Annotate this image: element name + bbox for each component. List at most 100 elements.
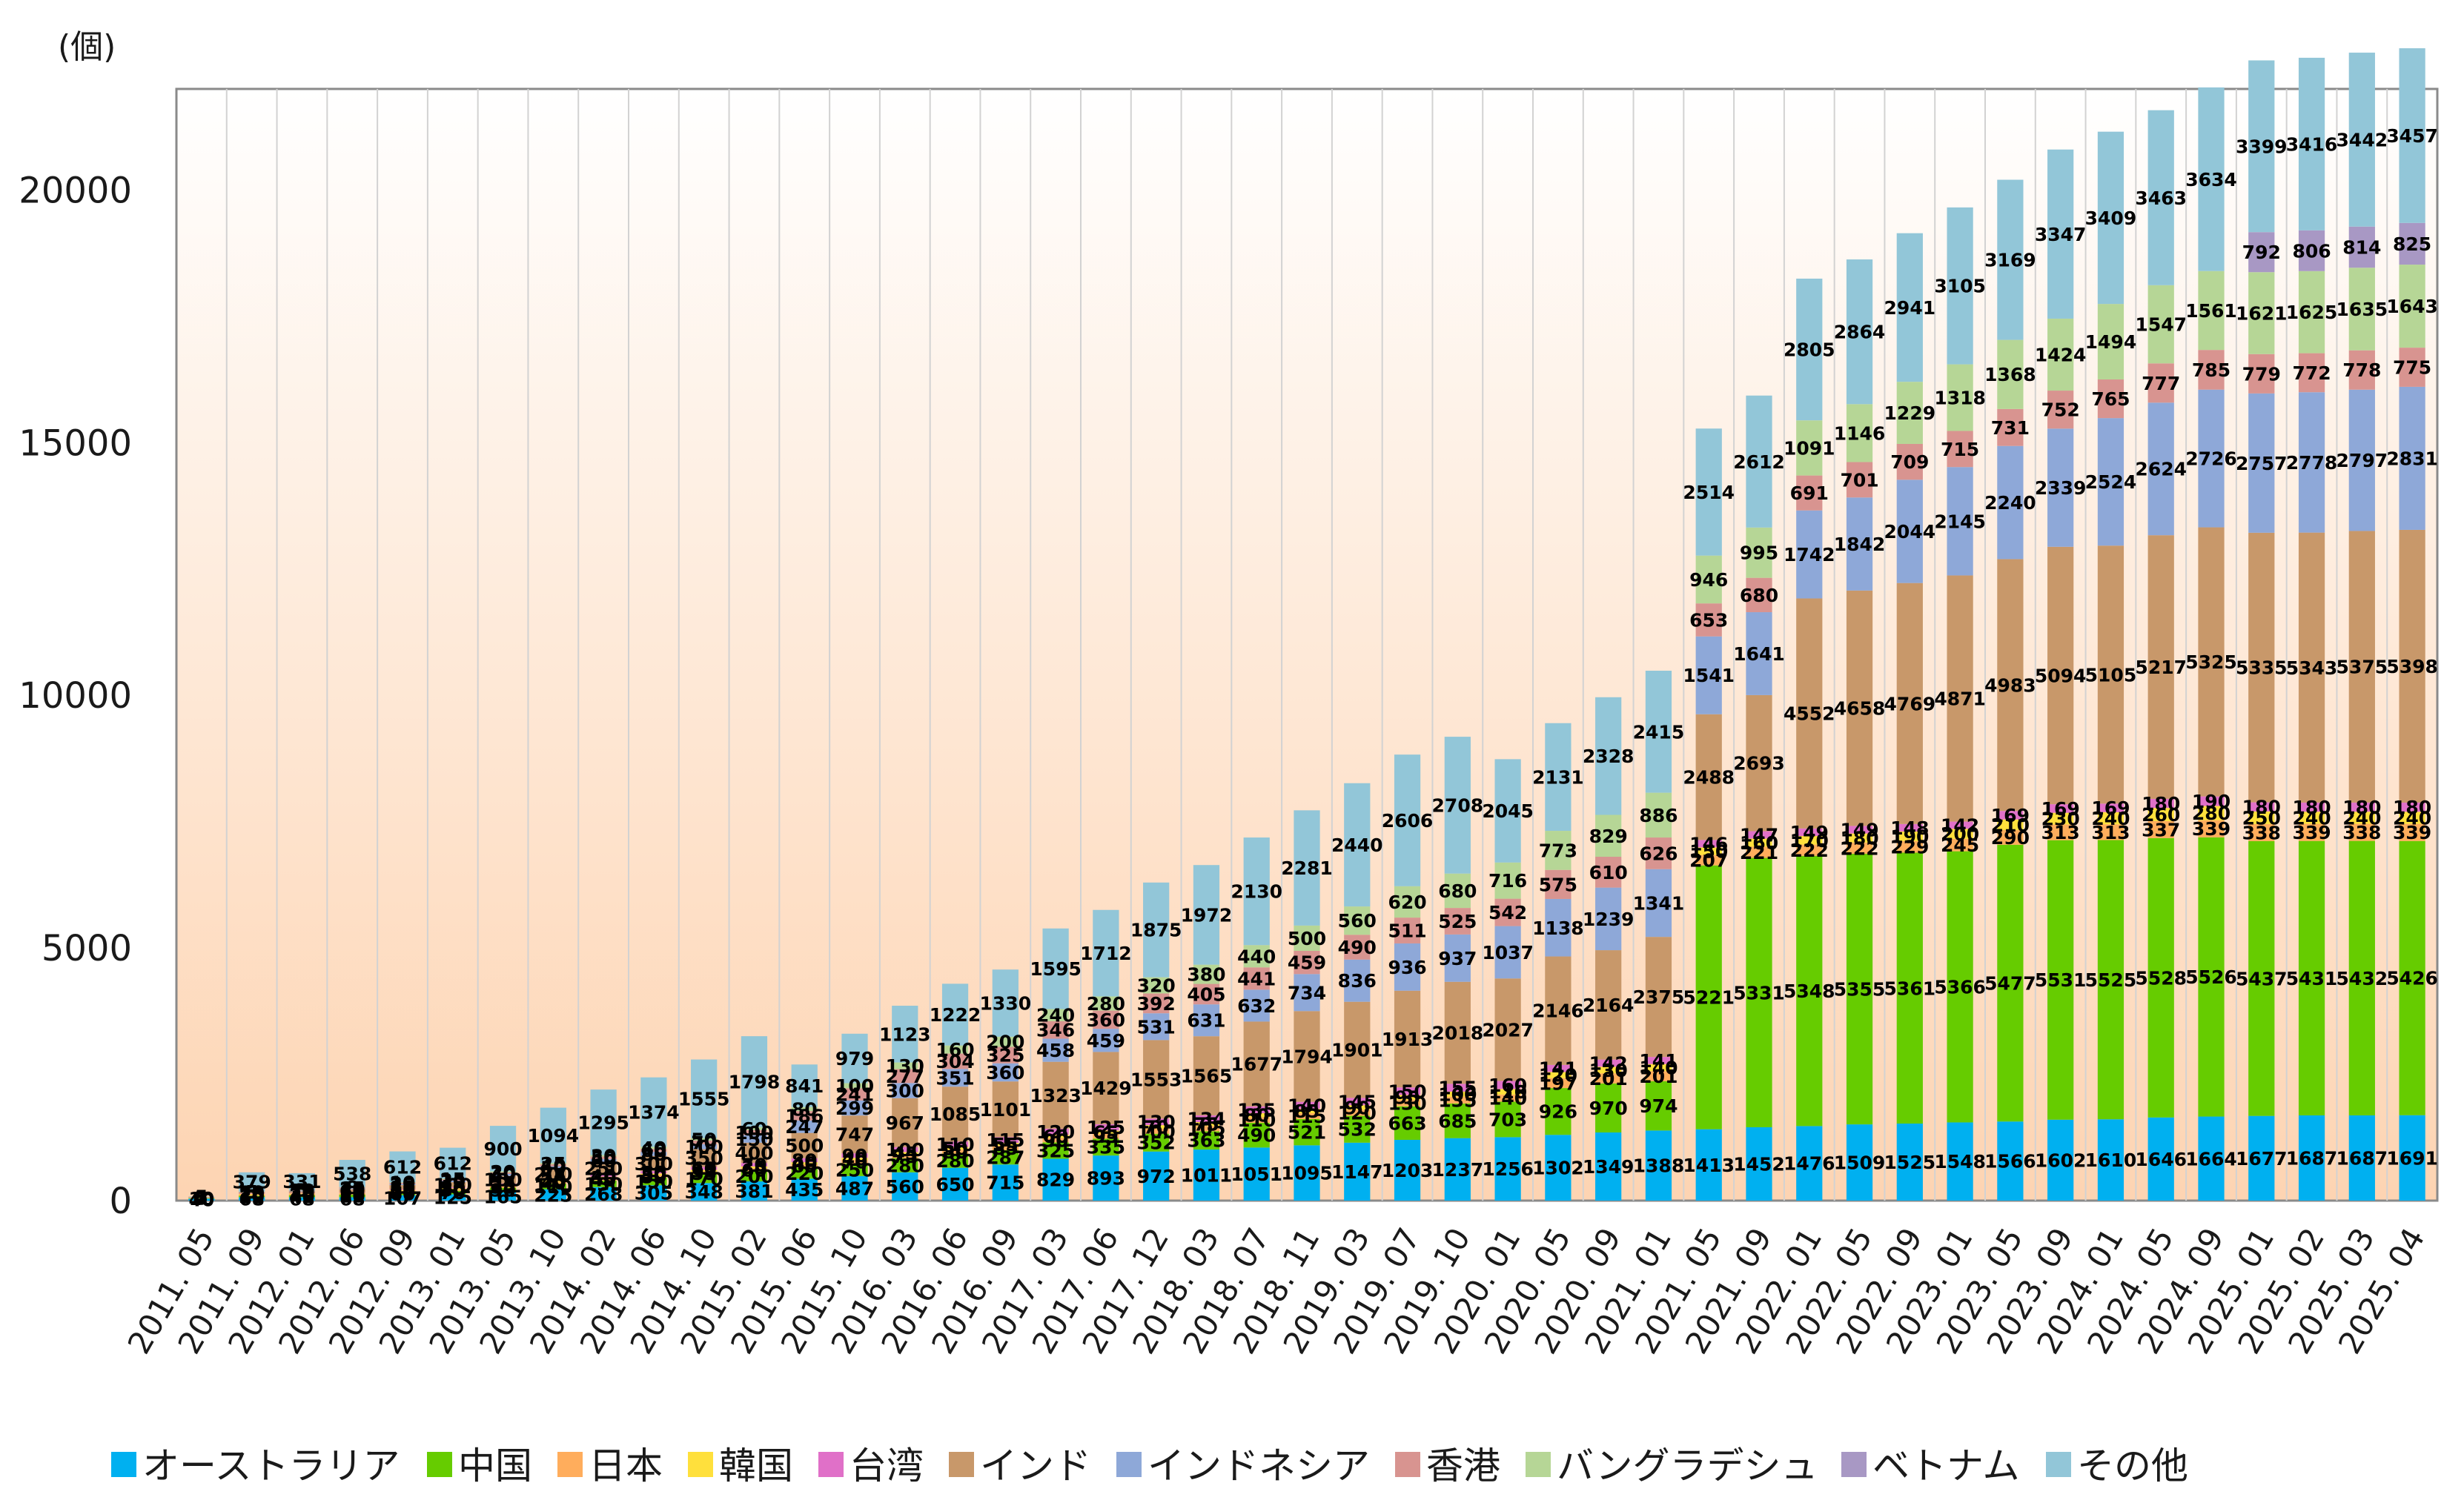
bar-segment (1595, 1132, 1622, 1201)
bar-segment (1997, 339, 2024, 409)
data-label: 814 (2342, 236, 2381, 258)
bar-segment (2348, 350, 2375, 390)
bar-segment (1846, 826, 1873, 834)
bar-segment (691, 1174, 718, 1184)
data-label: 30 (490, 1163, 516, 1184)
bar-segment (1042, 1135, 1069, 1138)
data-label: 20 (440, 1178, 466, 1199)
bar-segment (2399, 222, 2425, 265)
bar-segment (892, 1152, 918, 1155)
data-label: 100 (886, 1139, 924, 1161)
data-label: 40 (640, 1138, 666, 1159)
data-label: 1913 (1382, 1029, 1434, 1050)
data-label: 1341 (1633, 892, 1685, 914)
data-label: 130 (1589, 1060, 1628, 1081)
data-label: 142 (1589, 1052, 1628, 1074)
bar-segment (1947, 575, 1973, 822)
bar-segment (841, 1115, 868, 1154)
bar-segment (992, 1143, 1019, 1146)
data-label: 55 (993, 1134, 1019, 1155)
data-label: 50 (640, 1162, 666, 1184)
legend-swatch (557, 1452, 583, 1477)
bar-segment (540, 1189, 566, 1201)
data-label: 715 (986, 1172, 1024, 1194)
data-label: 200 (1941, 823, 1979, 845)
bar-segment (2198, 527, 2225, 797)
data-label: 825 (2393, 233, 2431, 255)
data-label: 1349 (1583, 1156, 1635, 1178)
bar-segment (489, 1187, 517, 1192)
data-label: 120 (1036, 1121, 1075, 1143)
data-label: 3416 (2286, 133, 2338, 155)
bar-segment (2399, 348, 2425, 387)
bar-segment (941, 1086, 969, 1142)
bar-segment (691, 1149, 718, 1167)
bar-segment (2147, 798, 2174, 809)
data-label: 5437 (2236, 968, 2288, 989)
data-label: 313 (2091, 822, 2130, 843)
data-label: 339 (2393, 822, 2431, 843)
bar-segment (1042, 928, 1069, 1009)
bar-segment (1545, 1072, 1572, 1078)
data-label: 134 (1187, 1108, 1225, 1129)
data-label: 50 (640, 1166, 666, 1187)
data-label: 400 (735, 1143, 773, 1164)
data-label: 5 (245, 1181, 258, 1203)
bar-segment (741, 1171, 768, 1182)
bar-segment (1796, 828, 1823, 836)
data-label: 701 (1840, 469, 1878, 491)
bar-segment (590, 1156, 617, 1159)
data-label: 631 (1187, 1010, 1225, 1032)
data-label: 70 (741, 1155, 767, 1176)
data-label: 170 (685, 1168, 723, 1190)
bar-segment (1947, 467, 1973, 576)
data-label: 240 (2292, 807, 2331, 829)
bar-segment (992, 1036, 1019, 1047)
bar-segment (1746, 577, 1772, 613)
bar-segment (389, 1184, 416, 1186)
data-label: 5331 (1733, 982, 1785, 1003)
bar-segment (1394, 1099, 1421, 1106)
data-label: 12 (340, 1182, 365, 1204)
data-label: 5094 (2035, 665, 2087, 686)
data-label: 778 (2342, 359, 2381, 381)
bar-segment (1143, 1013, 1170, 1041)
bar-segment (1344, 1142, 1371, 1201)
bar-segment (2147, 363, 2174, 403)
bar-segment (339, 1192, 365, 1194)
bar-segment (389, 1185, 416, 1190)
data-label: 169 (1991, 805, 2030, 826)
bar-segment (1846, 854, 1873, 1125)
bar-segment (992, 1137, 1019, 1144)
bar-segment (440, 1178, 466, 1180)
data-label: 60 (741, 1159, 767, 1181)
bar-segment (2198, 806, 2225, 820)
bar-segment (339, 1187, 365, 1188)
data-label: 85 (1294, 1101, 1320, 1122)
bar-series (188, 48, 2425, 1201)
bar-segment (239, 1193, 265, 1195)
data-label: 709 (1890, 451, 1929, 473)
data-label: 1664 (2185, 1148, 2237, 1169)
data-label: 2045 (1482, 800, 1534, 822)
data-label: 5528 (2135, 967, 2187, 989)
bar-segment (1746, 395, 1772, 528)
data-label: 734 (1288, 982, 1326, 1003)
bar-segment (1846, 833, 1873, 843)
data-label: 120 (1539, 1065, 1577, 1086)
data-label: 300 (886, 1081, 924, 1102)
bar-segment (1947, 821, 1973, 829)
data-label: 1374 (628, 1102, 680, 1124)
data-label: 1621 (2236, 302, 2288, 324)
data-label: 200 (534, 1164, 572, 1185)
data-label: 70 (1143, 1117, 1169, 1138)
data-label: 5 (195, 1187, 208, 1209)
bar-segment (2399, 803, 2425, 812)
bar-segment (1394, 1139, 1421, 1201)
bar-segment (2047, 840, 2074, 1120)
data-label: 130 (584, 1173, 623, 1195)
data-label: 100 (1137, 1121, 1176, 1142)
data-label: 560 (886, 1176, 924, 1198)
data-label: 30 (440, 1171, 466, 1192)
data-label: 250 (835, 1159, 874, 1181)
